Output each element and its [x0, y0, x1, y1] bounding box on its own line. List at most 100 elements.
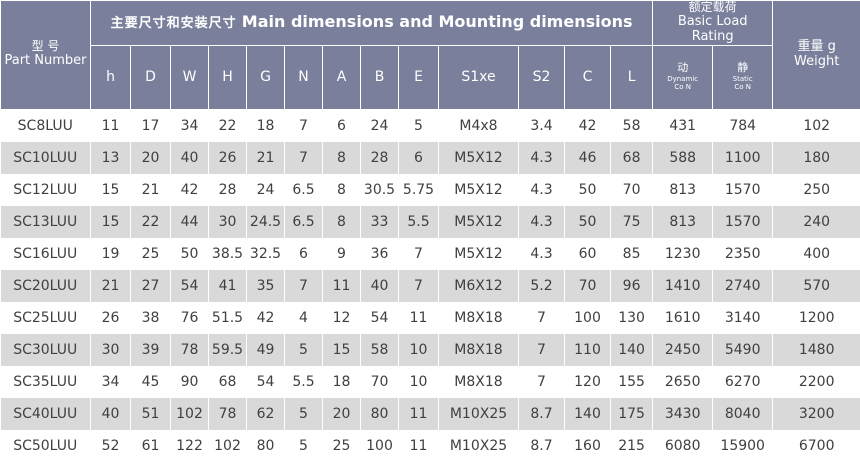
table-cell: 240: [773, 206, 860, 238]
cell-part-number: SC12LUU: [1, 174, 91, 206]
cell-part-number: SC50LUU: [1, 430, 91, 462]
table-cell: 36: [361, 238, 399, 270]
table-cell: 175: [611, 398, 653, 430]
table-cell: 24: [361, 109, 399, 142]
table-cell: M4x8: [439, 109, 519, 142]
table-cell: 68: [209, 366, 247, 398]
table-cell: 588: [653, 142, 713, 174]
table-cell: 50: [565, 206, 611, 238]
table-cell: 90: [171, 366, 209, 398]
table-cell: 5: [285, 430, 323, 462]
table-cell: 8.7: [519, 430, 565, 462]
table-cell: 570: [773, 270, 860, 302]
col-header-w: W: [171, 45, 209, 109]
col-header-d: D: [131, 45, 171, 109]
table-cell: 10: [399, 334, 439, 366]
dynamic-unit: Co N: [653, 83, 712, 91]
load-rating-en-line2: Rating: [653, 30, 772, 45]
table-cell: 6: [285, 238, 323, 270]
table-cell: M5X12: [439, 142, 519, 174]
table-cell: 7: [285, 270, 323, 302]
col-header-s1xe: S1xe: [439, 45, 519, 109]
weight-en: Weight: [773, 55, 860, 70]
table-cell: 35: [247, 270, 285, 302]
table-cell: 44: [171, 206, 209, 238]
table-cell: 15: [91, 174, 131, 206]
table-cell: 70: [361, 366, 399, 398]
table-cell: 2450: [653, 334, 713, 366]
table-cell: 49: [247, 334, 285, 366]
table-cell: 21: [247, 142, 285, 174]
col-header-c: C: [565, 45, 611, 109]
table-cell: 7: [519, 334, 565, 366]
table-cell: 78: [209, 398, 247, 430]
table-cell: 54: [361, 302, 399, 334]
cell-part-number: SC10LUU: [1, 142, 91, 174]
table-cell: 5.5: [399, 206, 439, 238]
table-cell: 11: [323, 270, 361, 302]
table-cell: 180: [773, 142, 860, 174]
table-cell: 250: [773, 174, 860, 206]
table-cell: 70: [565, 270, 611, 302]
table-cell: 54: [171, 270, 209, 302]
table-cell: 130: [611, 302, 653, 334]
col-header-a: A: [323, 45, 361, 109]
dynamic-cn: 动: [653, 62, 712, 75]
table-cell: 28: [209, 174, 247, 206]
col-header-s2: S2: [519, 45, 565, 109]
table-cell: 52: [91, 430, 131, 462]
table-cell: 30: [209, 206, 247, 238]
col-header-h-upper: H: [209, 45, 247, 109]
table-cell: 50: [565, 174, 611, 206]
table-cell: 15: [91, 206, 131, 238]
static-en: Static: [713, 75, 772, 83]
table-cell: 2200: [773, 366, 860, 398]
table-cell: 51: [131, 398, 171, 430]
table-cell: 155: [611, 366, 653, 398]
table-cell: 45: [131, 366, 171, 398]
table-cell: M5X12: [439, 238, 519, 270]
table-cell: M6X12: [439, 270, 519, 302]
table-cell: 215: [611, 430, 653, 462]
table-cell: 11: [91, 109, 131, 142]
cell-part-number: SC40LUU: [1, 398, 91, 430]
table-cell: 7: [285, 109, 323, 142]
main-dimensions-en: Main dimensions and Mounting dimensions: [242, 12, 633, 31]
table-cell: 11: [399, 430, 439, 462]
table-cell: 1480: [773, 334, 860, 366]
table-cell: 110: [565, 334, 611, 366]
table-cell: 27: [131, 270, 171, 302]
cell-part-number: SC13LUU: [1, 206, 91, 238]
table-cell: 8040: [713, 398, 773, 430]
table-cell: 61: [131, 430, 171, 462]
static-cn: 静: [713, 62, 772, 75]
table-cell: 122: [171, 430, 209, 462]
table-cell: 100: [361, 430, 399, 462]
table-cell: 3200: [773, 398, 860, 430]
table-cell: M8X18: [439, 366, 519, 398]
load-rating-en-line1: Basic Load: [653, 15, 772, 30]
table-cell: 6: [323, 109, 361, 142]
table-cell: 4.3: [519, 174, 565, 206]
table-cell: 2650: [653, 366, 713, 398]
table-cell: 4: [285, 302, 323, 334]
col-header-dynamic: 动 Dynamic Co N: [653, 45, 713, 109]
weight-header: 重量 g Weight: [773, 1, 860, 110]
table-cell: 7: [399, 238, 439, 270]
table-cell: 38.5: [209, 238, 247, 270]
table-cell: 140: [611, 334, 653, 366]
table-cell: 9: [323, 238, 361, 270]
table-cell: 784: [713, 109, 773, 142]
table-cell: 5: [285, 398, 323, 430]
table-cell: 59.5: [209, 334, 247, 366]
col-header-g: G: [247, 45, 285, 109]
table-cell: 24.5: [247, 206, 285, 238]
table-cell: 40: [91, 398, 131, 430]
table-cell: 8.7: [519, 398, 565, 430]
table-cell: 32.5: [247, 238, 285, 270]
table-cell: 3140: [713, 302, 773, 334]
